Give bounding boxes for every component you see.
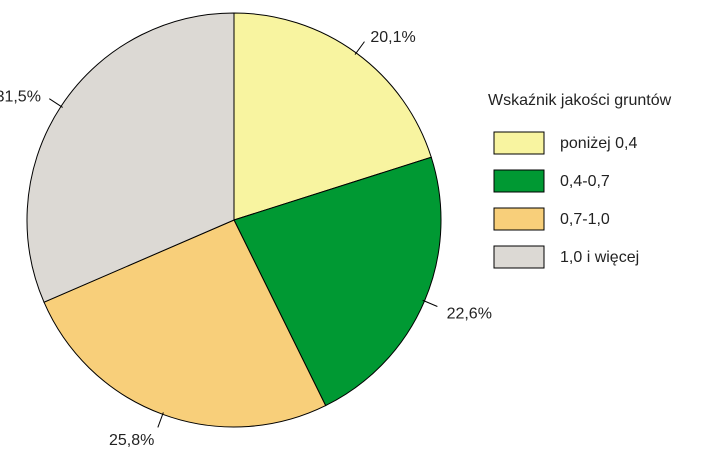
leader-line [354,41,365,55]
legend-swatch [493,207,545,231]
data-label: 31,5% [0,88,41,105]
leader-line [49,98,63,108]
leader-line [422,299,438,307]
leader-line [157,412,164,428]
legend-label: 0,7-1,0 [560,211,610,228]
legend-label: 0,4-0,7 [560,173,610,190]
legend-swatch [493,131,545,155]
data-label: 20,1% [370,29,415,46]
legend-title: Wskaźnik jakości gruntów [488,92,672,109]
legend-label: 1,0 i więcej [560,249,639,266]
data-label: 25,8% [109,432,154,449]
legend-swatch [493,245,545,269]
data-label: 22,6% [447,306,492,323]
legend-swatch [493,169,545,193]
legend-label: poniżej 0,4 [560,135,637,152]
